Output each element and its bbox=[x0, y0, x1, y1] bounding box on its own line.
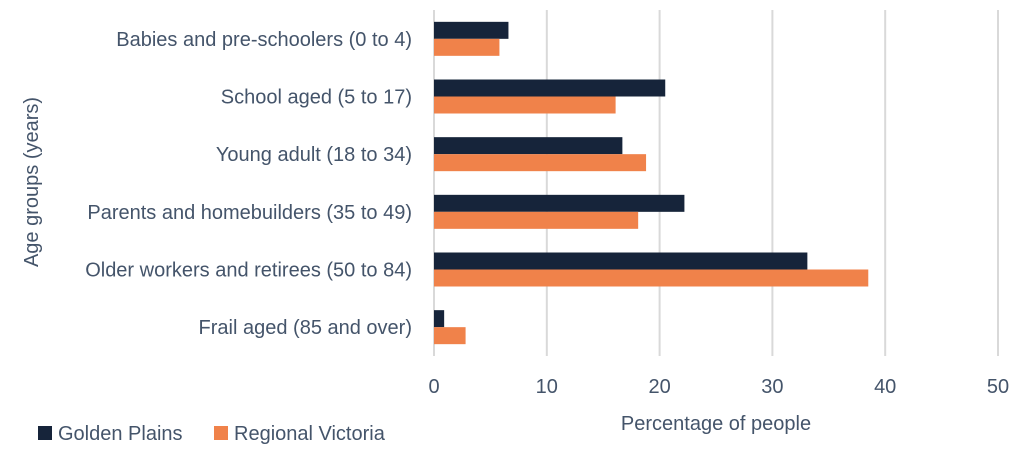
legend-swatch bbox=[38, 426, 52, 440]
x-axis-title: Percentage of people bbox=[621, 413, 811, 435]
legend-label: Golden Plains bbox=[58, 423, 183, 445]
category-label: Parents and homebuilders (35 to 49) bbox=[87, 202, 412, 224]
x-tick-label: 30 bbox=[761, 376, 783, 398]
legend: Golden Plains Regional Victoria bbox=[38, 423, 386, 445]
category-label: Frail aged (85 and over) bbox=[199, 317, 412, 339]
bar-regional-victoria bbox=[434, 211, 639, 229]
x-tick-label: 0 bbox=[428, 376, 439, 398]
bar-golden-plains bbox=[434, 310, 445, 328]
bar-regional-victoria bbox=[434, 327, 466, 345]
x-tick-label: 50 bbox=[987, 376, 1009, 398]
bar-golden-plains bbox=[434, 21, 509, 39]
x-tick-label: 10 bbox=[536, 376, 558, 398]
bar-regional-victoria bbox=[434, 269, 869, 287]
x-tick-labels: 0 10 20 30 40 50 bbox=[428, 376, 1009, 398]
bar-golden-plains bbox=[434, 137, 623, 155]
bar-regional-victoria bbox=[434, 96, 616, 114]
bar-golden-plains bbox=[434, 194, 685, 212]
bar-golden-plains bbox=[434, 252, 808, 270]
category-label: School aged (5 to 17) bbox=[221, 87, 412, 109]
category-label: Babies and pre-schoolers (0 to 4) bbox=[116, 29, 412, 51]
category-label: Older workers and retirees (50 to 84) bbox=[85, 260, 412, 282]
x-tick-label: 40 bbox=[874, 376, 896, 398]
bars bbox=[434, 21, 869, 345]
legend-swatch bbox=[214, 426, 228, 440]
bar-regional-victoria bbox=[434, 38, 500, 56]
gridlines bbox=[433, 10, 999, 356]
bar-golden-plains bbox=[434, 79, 666, 97]
category-labels: Babies and pre-schoolers (0 to 4) School … bbox=[85, 29, 412, 339]
category-label: Young adult (18 to 34) bbox=[216, 144, 412, 166]
bar-regional-victoria bbox=[434, 154, 647, 172]
x-tick-label: 20 bbox=[648, 376, 670, 398]
y-axis-title: Age groups (years) bbox=[21, 97, 43, 267]
legend-label: Regional Victoria bbox=[234, 423, 386, 445]
